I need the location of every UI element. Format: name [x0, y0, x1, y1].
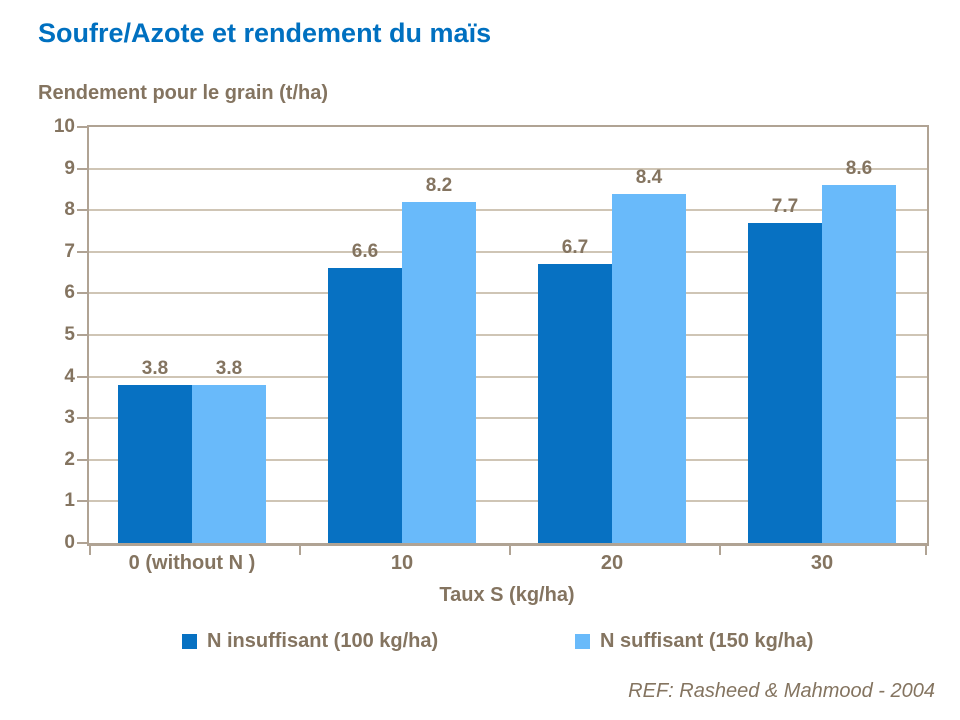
bar — [328, 268, 402, 543]
gridline — [89, 292, 927, 295]
bar-value-label: 8.2 — [425, 174, 453, 196]
bar-value-label: 8.4 — [635, 166, 663, 188]
x-tick-label: 0 (without N ) — [128, 552, 256, 574]
y-tick-label: 7 — [64, 240, 75, 262]
y-tick-label: 8 — [64, 199, 75, 221]
y-axis-tick-mark — [77, 417, 87, 420]
legend-swatch — [575, 633, 590, 649]
y-axis-tick-mark — [77, 292, 87, 295]
gridline — [89, 375, 927, 378]
y-axis-tick-mark — [77, 500, 87, 503]
y-tick-label: 3 — [64, 407, 75, 429]
bar — [402, 201, 476, 543]
y-axis-tick-mark — [77, 375, 87, 378]
x-axis-tick-mark — [509, 546, 511, 555]
bar-value-label: 6.6 — [351, 241, 379, 263]
bar-value-label: 3.8 — [141, 357, 169, 379]
x-tick-label: 30 — [810, 552, 834, 574]
legend-swatch — [182, 633, 197, 649]
chart-title: Soufre/Azote et rendement du maïs — [38, 18, 492, 48]
y-axis-tick-mark — [77, 542, 87, 544]
bar-value-label: 6.7 — [561, 237, 589, 259]
y-tick-label: 0 — [64, 532, 75, 553]
bar — [822, 185, 896, 543]
x-tick-label: 20 — [600, 552, 624, 574]
gridline — [89, 500, 927, 503]
y-tick-label: 4 — [64, 365, 75, 387]
x-axis-tick-mark — [89, 546, 91, 555]
bar-value-label: 3.8 — [215, 357, 243, 379]
y-tick-label: 6 — [64, 282, 75, 304]
legend: N insuffisant (100 kg/ha) N suffisant (15… — [87, 628, 927, 654]
y-tick-label: 9 — [64, 157, 75, 179]
y-axis-tick-mark — [77, 167, 87, 170]
gridline — [89, 209, 927, 212]
legend-entry: N insuffisant (100 kg/ha) — [182, 628, 438, 654]
gridline — [89, 250, 927, 253]
legend-label: N suffisant (150 kg/ha) — [600, 629, 814, 652]
y-tick-label: 2 — [64, 448, 75, 470]
y-axis-tick-mark — [77, 334, 87, 336]
x-tick-label: 10 — [390, 552, 414, 574]
x-axis-tick-mark — [925, 546, 927, 555]
x-axis-tick-mark — [299, 546, 301, 555]
x-axis-title: Taux S (kg/ha) — [439, 584, 575, 606]
gridline — [89, 458, 927, 461]
bar — [538, 264, 612, 543]
y-tick-label: 1 — [64, 490, 75, 512]
bar — [748, 222, 822, 543]
y-axis-tick-mark — [77, 209, 87, 212]
x-axis-tick-mark — [719, 546, 721, 555]
bar-value-label: 7.7 — [771, 195, 799, 217]
y-axis-title: Rendement pour le grain (t/ha) — [38, 82, 329, 104]
bar — [192, 384, 266, 543]
bar — [612, 193, 686, 543]
plot-area: 3.8 3.8 6.6 8.2 6.7 8.4 7.7 8.6 — [77, 125, 929, 555]
legend-entry: N suffisant (150 kg/ha) — [575, 628, 813, 654]
gridline — [89, 334, 927, 336]
bar-value-label: 8.6 — [845, 158, 873, 180]
reference-note: REF: Rasheed & Mahmood - 2004 — [628, 680, 935, 702]
y-axis-tick-labels: 0 1 2 3 4 5 6 7 8 9 10 — [0, 116, 75, 553]
x-axis-tick-labels: 0 (without N ) 10 20 30 — [87, 552, 927, 578]
gridline — [89, 417, 927, 420]
y-axis-tick-mark — [77, 126, 87, 128]
y-axis-tick-mark — [77, 458, 87, 461]
gridline — [89, 167, 927, 170]
y-axis-tick-mark — [77, 250, 87, 253]
y-tick-label: 10 — [53, 116, 75, 137]
bar — [118, 384, 192, 543]
y-tick-label: 5 — [64, 324, 75, 345]
legend-label: N insuffisant (100 kg/ha) — [207, 629, 439, 652]
